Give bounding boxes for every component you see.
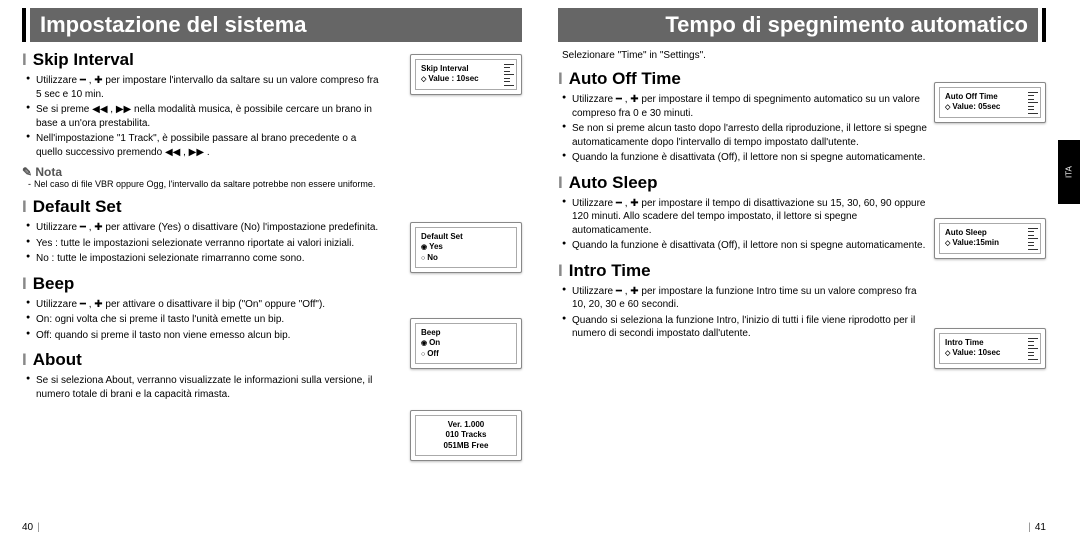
lcd-scale-icon — [1028, 338, 1038, 359]
autooff-title: Auto Off Time — [569, 69, 681, 88]
lcd-value: Value:15min — [945, 238, 1035, 248]
lcd-screen: Intro Time Value: 10sec — [939, 333, 1041, 364]
lcd-title: Intro Time — [945, 338, 1035, 348]
beep-lcd: Beep On Off — [410, 318, 522, 369]
bullet-item: Se si seleziona About, verranno visualiz… — [26, 374, 382, 401]
left-page: Impostazione del sistema ISkip Interval … — [0, 0, 540, 539]
left-header: Impostazione del sistema — [22, 8, 522, 42]
about-bullets: Se si seleziona About, verranno visualiz… — [26, 374, 382, 401]
introtime-bullets: Utilizzare ━ , ✚ per impostare la funzio… — [562, 285, 928, 341]
lcd-screen: Ver. 1.000 010 Tracks 051MB Free — [415, 415, 517, 456]
lcd-title: Beep — [421, 328, 511, 338]
beep-title: Beep — [33, 274, 75, 293]
lcd-title: Auto Sleep — [945, 228, 1035, 238]
autosleep-text: Utilizzare ━ , ✚ per impostare il tempo … — [558, 197, 928, 253]
header-tick-icon — [1042, 8, 1046, 42]
about-free: 051MB Free — [421, 441, 511, 451]
bullet-item: Quando si seleziona la funzione Intro, l… — [562, 314, 928, 341]
autooff-text: Utilizzare ━ , ✚ per impostare il tempo … — [558, 93, 928, 165]
bullet-item: Quando la funzione è disattivata (Off), … — [562, 239, 928, 253]
about-title: About — [33, 350, 82, 369]
introtime-title: Intro Time — [569, 261, 651, 280]
lcd-screen: Auto Sleep Value:15min — [939, 223, 1041, 254]
lcd-screen: Beep On Off — [415, 323, 517, 364]
right-header-title: Tempo di spegnimento automatico — [558, 8, 1038, 42]
left-pagenum: 40| — [22, 522, 44, 533]
bullet-item: Se si preme ◀◀ , ▶▶ nella modalità music… — [26, 103, 382, 130]
bullet-item: Utilizzare ━ , ✚ per impostare la funzio… — [562, 285, 928, 312]
bullet-item: Yes : tutte le impostazioni selezionate … — [26, 237, 382, 251]
skip-interval-title: Skip Interval — [33, 50, 134, 69]
left-body: ISkip Interval Skip Interval Value : 10s… — [22, 50, 522, 401]
lcd-screen: Skip Interval Value : 10sec — [415, 59, 517, 90]
introtime-heading: IIntro Time — [558, 261, 1046, 281]
bullet-item: Utilizzare ━ , ✚ per impostare il tempo … — [562, 93, 928, 120]
bullet-item: Utilizzare ━ , ✚ per impostare l'interva… — [26, 74, 382, 101]
lcd-value: Value: 10sec — [945, 348, 1035, 358]
skip-text: Utilizzare ━ , ✚ per impostare l'interva… — [22, 74, 382, 189]
lcd-option-unselected: No — [421, 253, 511, 263]
introtime-lcd: Intro Time Value: 10sec — [934, 328, 1046, 369]
about-text: Se si seleziona About, verranno visualiz… — [22, 374, 382, 401]
lcd-option-unselected: Off — [421, 349, 511, 359]
about-lcd: Ver. 1.000 010 Tracks 051MB Free — [410, 410, 522, 461]
autosleep-title: Auto Sleep — [569, 173, 658, 192]
autooff-lcd: Auto Off Time Value: 05sec — [934, 82, 1046, 123]
introtime-text: Utilizzare ━ , ✚ per impostare la funzio… — [558, 285, 928, 341]
pagenum-value: 41 — [1035, 522, 1046, 533]
note-text: Nel caso di file VBR oppure Ogg, l'inter… — [28, 179, 382, 189]
intro-text: Selezionare "Time" in "Settings". — [562, 50, 1046, 61]
note-label: Nota — [22, 165, 382, 179]
right-pagenum: |41 — [1024, 522, 1046, 533]
default-text: Utilizzare ━ , ✚ per attivare (Yes) o di… — [22, 221, 382, 266]
default-set-lcd: Default Set Yes No — [410, 222, 522, 273]
lcd-value: Value: 05sec — [945, 102, 1035, 112]
autosleep-bullets: Utilizzare ━ , ✚ per impostare il tempo … — [562, 197, 928, 253]
bullet-item: On: ogni volta che si preme il tasto l'u… — [26, 313, 382, 327]
lcd-option-selected: On — [421, 338, 511, 348]
right-page: Tempo di spegnimento automatico ITA Sele… — [540, 0, 1080, 539]
beep-heading: IBeep — [22, 274, 522, 294]
bullet-item: Nell'impostazione "1 Track", è possibile… — [26, 132, 382, 159]
autooff-bullets: Utilizzare ━ , ✚ per impostare il tempo … — [562, 93, 928, 165]
bullet-item: Off: quando si preme il tasto non viene … — [26, 329, 382, 343]
beep-bullets: Utilizzare ━ , ✚ per attivare o disattiv… — [26, 298, 382, 343]
bullet-item: Se non si preme alcun tasto dopo l'arres… — [562, 122, 928, 149]
pagenum-value: 40 — [22, 522, 33, 533]
lcd-scale-icon — [1028, 92, 1038, 113]
right-body: Selezionare "Time" in "Settings". IAuto … — [558, 50, 1046, 341]
bullet-item: Utilizzare ━ , ✚ per attivare (Yes) o di… — [26, 221, 382, 235]
lcd-scale-icon — [1028, 228, 1038, 249]
lcd-option-selected: Yes — [421, 242, 511, 252]
about-version: Ver. 1.000 — [421, 420, 511, 430]
default-bullets: Utilizzare ━ , ✚ per attivare (Yes) o di… — [26, 221, 382, 266]
skip-interval-lcd: Skip Interval Value : 10sec — [410, 54, 522, 95]
default-set-heading: IDefault Set — [22, 197, 522, 217]
bullet-item: Utilizzare ━ , ✚ per attivare o disattiv… — [26, 298, 382, 312]
autosleep-lcd: Auto Sleep Value:15min — [934, 218, 1046, 259]
lcd-title: Skip Interval — [421, 64, 511, 74]
lcd-scale-icon — [504, 64, 514, 85]
lcd-value: Value : 10sec — [421, 74, 511, 84]
header-tick-icon — [22, 8, 26, 42]
left-header-title: Impostazione del sistema — [30, 8, 522, 42]
language-tab: ITA — [1058, 140, 1080, 204]
autosleep-heading: IAuto Sleep — [558, 173, 1046, 193]
bullet-item: Quando la funzione è disattivata (Off), … — [562, 151, 928, 165]
about-tracks: 010 Tracks — [421, 430, 511, 440]
lcd-screen: Auto Off Time Value: 05sec — [939, 87, 1041, 118]
two-page-spread: Impostazione del sistema ISkip Interval … — [0, 0, 1080, 539]
skip-bullets: Utilizzare ━ , ✚ per impostare l'interva… — [26, 74, 382, 159]
lcd-title: Auto Off Time — [945, 92, 1035, 102]
bullet-item: No : tutte le impostazioni selezionate r… — [26, 252, 382, 266]
default-set-title: Default Set — [33, 197, 122, 216]
lcd-title: Default Set — [421, 232, 511, 242]
bullet-item: Utilizzare ━ , ✚ per impostare il tempo … — [562, 197, 928, 238]
beep-text: Utilizzare ━ , ✚ per attivare o disattiv… — [22, 298, 382, 343]
lcd-screen: Default Set Yes No — [415, 227, 517, 268]
right-header: Tempo di spegnimento automatico — [558, 8, 1046, 42]
